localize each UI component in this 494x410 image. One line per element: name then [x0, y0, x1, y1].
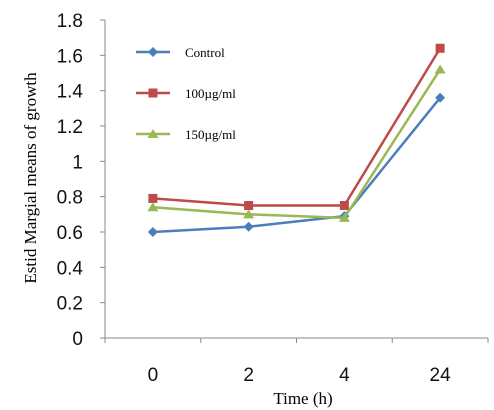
axes: [104, 20, 488, 339]
data-point: [243, 209, 255, 219]
y-tick-label: 0.4: [57, 258, 84, 279]
series-line: [152, 68, 442, 220]
y-tick-label: 1.8: [57, 11, 83, 32]
legend-item: Control: [136, 45, 225, 60]
data-point: [244, 201, 254, 210]
x-tick-label: 4: [339, 365, 350, 386]
legend-item: 100µg/ml: [136, 86, 236, 101]
data-point: [147, 227, 158, 237]
data-point: [338, 212, 350, 222]
legend-marker: [148, 47, 158, 57]
legend-marker: [147, 129, 159, 138]
legend: Control 100µg/ml 150µg/ml: [136, 45, 236, 142]
series-line: [152, 96, 442, 234]
legend-label: Control: [185, 45, 225, 60]
data-point: [435, 43, 445, 53]
x-tick-label: 24: [430, 365, 452, 386]
legend-marker: [148, 88, 158, 98]
data-point: [339, 201, 349, 210]
series-group: [147, 43, 446, 237]
data-point: [435, 92, 446, 103]
x-tick-label: 2: [243, 365, 254, 386]
data-point: [434, 64, 446, 74]
data-point: [148, 193, 158, 203]
legend-label: 100µg/ml: [185, 86, 236, 101]
series-line: [152, 47, 442, 207]
legend-label: 150µg/ml: [185, 127, 236, 142]
x-axis-label: Time (h): [273, 389, 332, 408]
y-tick-label: 0.2: [57, 294, 83, 315]
y-tick-label: 0.8: [57, 188, 83, 209]
y-tick-label: 0.6: [57, 223, 83, 244]
data-point: [147, 202, 159, 212]
series-150-g-ml: [147, 64, 446, 222]
data-point: [243, 221, 254, 232]
y-tick-label: 1.6: [57, 46, 83, 67]
series-100-g-ml: [148, 43, 445, 210]
x-ticks: 0 2 4 24: [104, 338, 489, 386]
y-tick-label: 1: [72, 152, 83, 173]
y-tick-label: 1.4: [57, 82, 84, 103]
y-tick-label: 1.2: [57, 117, 83, 138]
y-ticks: 0 0.2 0.4 0.6 0.8 1 1.2 1.4 1.6 1.8: [57, 11, 105, 350]
legend-item: 150µg/ml: [136, 127, 236, 142]
y-tick-label: 0: [72, 329, 83, 350]
x-tick-label: 0: [148, 365, 159, 386]
y-axis-label: Estid Margial means of growth: [21, 72, 40, 284]
